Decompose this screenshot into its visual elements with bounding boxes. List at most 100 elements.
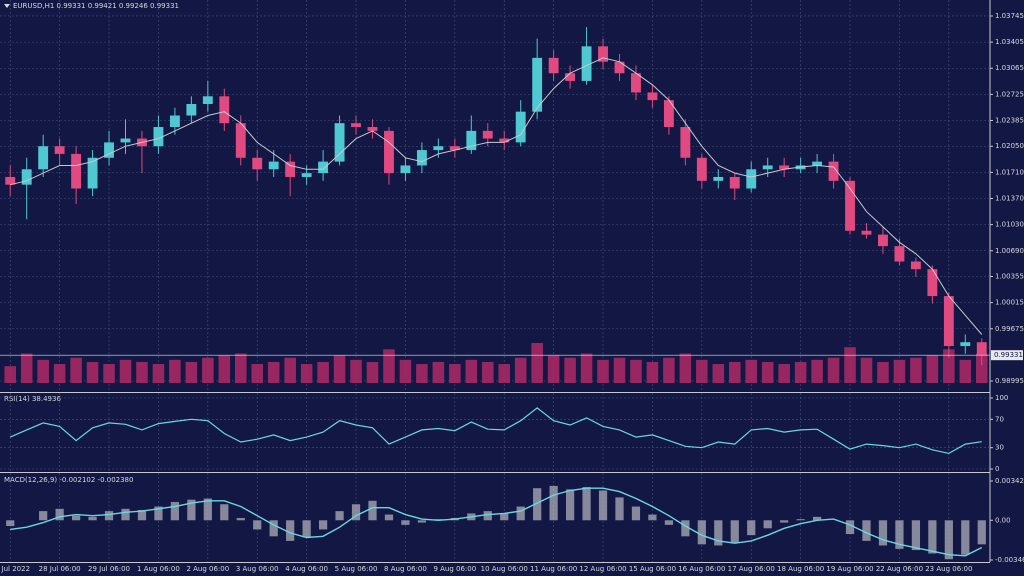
volume-bar: [169, 359, 181, 383]
macd-bar: [170, 501, 180, 521]
candle-body: [581, 46, 592, 81]
volume-bar: [300, 364, 313, 383]
volume-bar: [136, 361, 148, 383]
candle-body: [927, 269, 938, 297]
y-tick-label: 1.00015: [995, 299, 1024, 307]
volume-bar: [119, 359, 132, 383]
y-tick-label: 1.03745: [995, 12, 1024, 20]
macd-bar: [220, 504, 229, 521]
x-tick-label: 22 Aug 06:00: [876, 565, 923, 573]
candle-body: [38, 146, 49, 170]
macd-bar: [335, 511, 344, 521]
macd-bar: [977, 520, 986, 545]
candle-body: [779, 165, 790, 170]
volume-bar: [761, 361, 774, 383]
y-tick-label: 1.01030: [995, 221, 1024, 229]
candle-body: [598, 46, 608, 62]
candle-body: [515, 111, 526, 143]
candle-body: [71, 153, 82, 189]
candle-body: [482, 130, 493, 139]
x-tick-label: 4 Aug 06:00: [285, 565, 328, 573]
candle-body: [910, 261, 921, 270]
macd-bar: [318, 520, 328, 530]
y-tick-label: 1.02385: [995, 116, 1024, 124]
volume-bar: [202, 357, 214, 383]
y-tick-label: 100: [995, 394, 1008, 402]
volume-bar: [630, 359, 642, 383]
candle-body: [729, 176, 740, 189]
volume-bar: [498, 364, 510, 383]
volume-bar: [4, 366, 16, 383]
candle-body: [219, 96, 230, 124]
candle-body: [565, 73, 576, 81]
y-tick-label: 0.00: [995, 516, 1011, 524]
candle-body: [252, 157, 263, 170]
volume-bar: [729, 361, 741, 383]
macd-bar: [401, 520, 410, 525]
volume-bar: [284, 357, 296, 383]
candle-body: [268, 161, 279, 170]
macd-bar: [812, 516, 822, 521]
volume-bar: [465, 359, 478, 383]
volume-bar: [103, 364, 115, 383]
volume-bar: [185, 361, 198, 383]
current-price-label: 0.99331: [994, 351, 1023, 359]
candle-body: [680, 127, 691, 158]
volume-bar: [827, 357, 840, 383]
candle-body: [104, 142, 114, 158]
macd-bar: [6, 520, 15, 527]
volume-bar: [910, 357, 922, 383]
menu-icon[interactable]: [4, 4, 10, 8]
volume-bar: [564, 357, 576, 383]
macd-bar: [582, 487, 591, 521]
x-tick-label: 9 Aug 06:00: [433, 565, 476, 573]
volume-bar: [547, 355, 560, 383]
macd-bar: [961, 520, 970, 555]
candle-body: [318, 161, 329, 174]
volume-bar: [778, 364, 790, 383]
macd-bar: [944, 520, 953, 560]
volume-bar: [860, 357, 873, 383]
volume-bar: [926, 355, 939, 383]
macd-bar: [236, 517, 245, 521]
candle-body: [976, 342, 987, 356]
y-tick-label: -0.003467: [995, 556, 1024, 564]
candle-body: [499, 138, 510, 143]
candle-body: [631, 73, 641, 93]
volume-bar: [20, 353, 33, 383]
current-price-box: [991, 350, 1023, 361]
macd-bar: [631, 506, 641, 521]
y-tick-label: 70: [995, 415, 1004, 423]
x-tick-label: 16 Aug 06:00: [678, 565, 725, 573]
x-tick-label: 23 Aug 06:00: [925, 565, 972, 573]
volume-bar: [267, 361, 280, 383]
macd-bar: [895, 520, 904, 549]
rsi-title: RSI(14) 38.4936: [4, 395, 61, 403]
candle-body: [746, 169, 757, 189]
volume-bar: [416, 364, 428, 383]
candle-body: [713, 176, 724, 181]
x-tick-label: 15 Aug 06:00: [629, 565, 676, 573]
candle-body: [169, 115, 180, 128]
macd-bar: [615, 497, 624, 521]
x-tick-label: 11 Aug 06:00: [530, 565, 577, 573]
volume-bar: [482, 361, 494, 383]
macd-bar: [681, 520, 690, 537]
volume-bar: [531, 343, 543, 383]
macd-bar: [71, 515, 81, 521]
candle-body: [548, 57, 559, 74]
x-tick-label: 18 Aug 06:00: [777, 565, 824, 573]
macd-bar: [664, 520, 674, 525]
macd-bar: [928, 520, 937, 554]
volume-bar: [811, 359, 823, 383]
macd-bar: [351, 504, 361, 521]
macd-bar: [598, 490, 608, 521]
volume-bar: [333, 355, 346, 383]
y-tick-label: 1.00690: [995, 247, 1024, 255]
volume-bar: [235, 353, 247, 383]
volume-bar: [514, 357, 527, 383]
x-tick-label: 29 Jul 06:00: [88, 565, 130, 573]
signal-line: [10, 487, 983, 557]
candle-body: [285, 161, 296, 177]
